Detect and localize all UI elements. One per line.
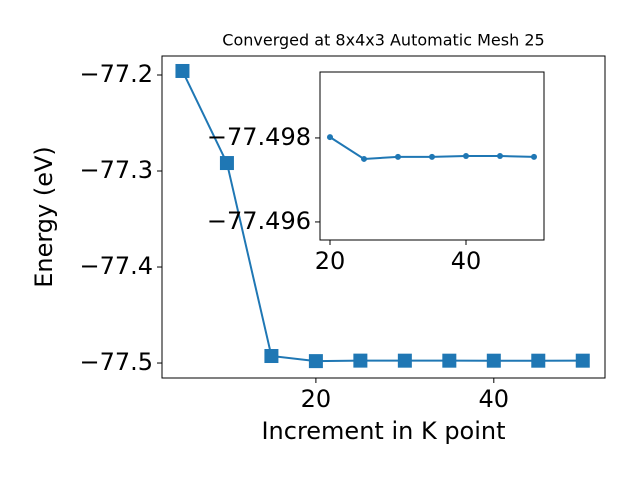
marker — [497, 153, 504, 159]
marker — [264, 349, 279, 364]
marker — [531, 353, 546, 368]
y-tick-label: −77.498 — [207, 123, 311, 151]
marker — [360, 155, 367, 162]
y-tick-label: −77.5 — [79, 348, 153, 376]
x-tick-label: 40 — [479, 385, 510, 413]
chart-title: Converged at 8x4x3 Automatic Mesh 25 — [222, 31, 544, 50]
marker — [353, 353, 368, 368]
marker — [326, 134, 333, 141]
marker — [531, 153, 538, 160]
x-tick-label: 40 — [451, 247, 482, 275]
marker — [486, 353, 501, 368]
x-axis-label: Increment in K point — [261, 417, 505, 445]
x-tick-label: 20 — [301, 385, 332, 413]
marker — [397, 353, 412, 368]
marker — [429, 153, 435, 160]
marker — [442, 353, 457, 368]
marker — [463, 153, 470, 159]
marker — [394, 153, 401, 160]
marker — [575, 353, 590, 368]
marker — [175, 63, 190, 78]
y-tick-label: −77.496 — [207, 207, 311, 235]
y-axis-label: Energy (eV) — [30, 146, 58, 288]
y-tick-label: −77.4 — [79, 252, 153, 280]
x-tick-label: 20 — [315, 247, 346, 275]
y-tick-label: −77.2 — [79, 60, 153, 88]
series-line — [181, 70, 583, 363]
y-tick-label: −77.3 — [79, 156, 153, 184]
marker — [308, 354, 323, 369]
marker — [219, 156, 234, 171]
